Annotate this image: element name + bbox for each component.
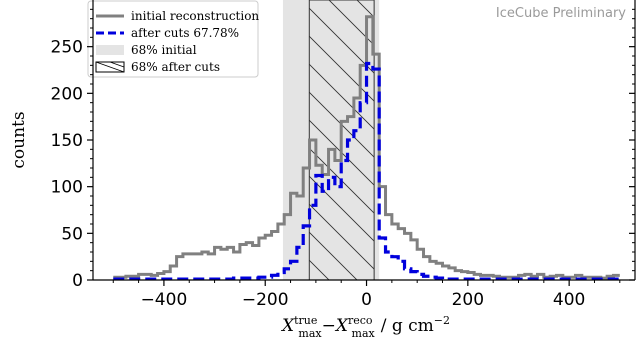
legend: initial reconstruction after cuts 67.78% 6… [87,0,259,78]
y-tick-label: 0 [72,271,83,291]
legend-swatch-hatch-lines [95,61,125,73]
confidence-bands [282,0,380,280]
legend-label: 68% after cuts [131,60,220,74]
legend-swatch-filled [96,45,124,55]
x-tick-label: 200 [452,290,484,310]
y-axis-title: counts [9,111,29,168]
legend-label: after cuts 67.78% [131,26,239,40]
y-tick-label: 200 [51,84,83,104]
legend-entry: 68% after cuts [95,60,220,74]
legend-entry: after cuts 67.78% [96,26,239,40]
y-tick-label: 100 [51,178,83,198]
watermark-text: IceCube Preliminary [496,6,626,21]
legend-entry: initial reconstruction [96,9,259,23]
legend-label: 68% initial [131,43,197,57]
watermark: IceCube Preliminary [496,6,626,21]
y-tick-label: 150 [51,131,83,151]
y-tick-label: 250 [51,38,83,58]
x-axis-label: Xtrue max−Xreco max / g cm−2 [280,314,450,340]
x-tick-label: −400 [141,290,188,310]
x-tick-label: 0 [361,290,372,310]
x-axis-title: Xtrue max−Xreco max / g cm−2 [280,314,450,340]
legend-label: initial reconstruction [131,9,259,23]
x-tick-label: 400 [553,290,585,310]
y-tick-label: 50 [61,224,83,244]
legend-entry: 68% initial [96,43,197,57]
y-axis-label: counts [9,111,29,168]
axes: 0 50 100 150 200 250 −400 −200 0 200 400 [51,0,636,310]
legend-box [87,0,259,78]
series-layer [113,15,620,280]
series-after-cuts-line [113,61,620,280]
x-tick-label: −200 [242,290,289,310]
